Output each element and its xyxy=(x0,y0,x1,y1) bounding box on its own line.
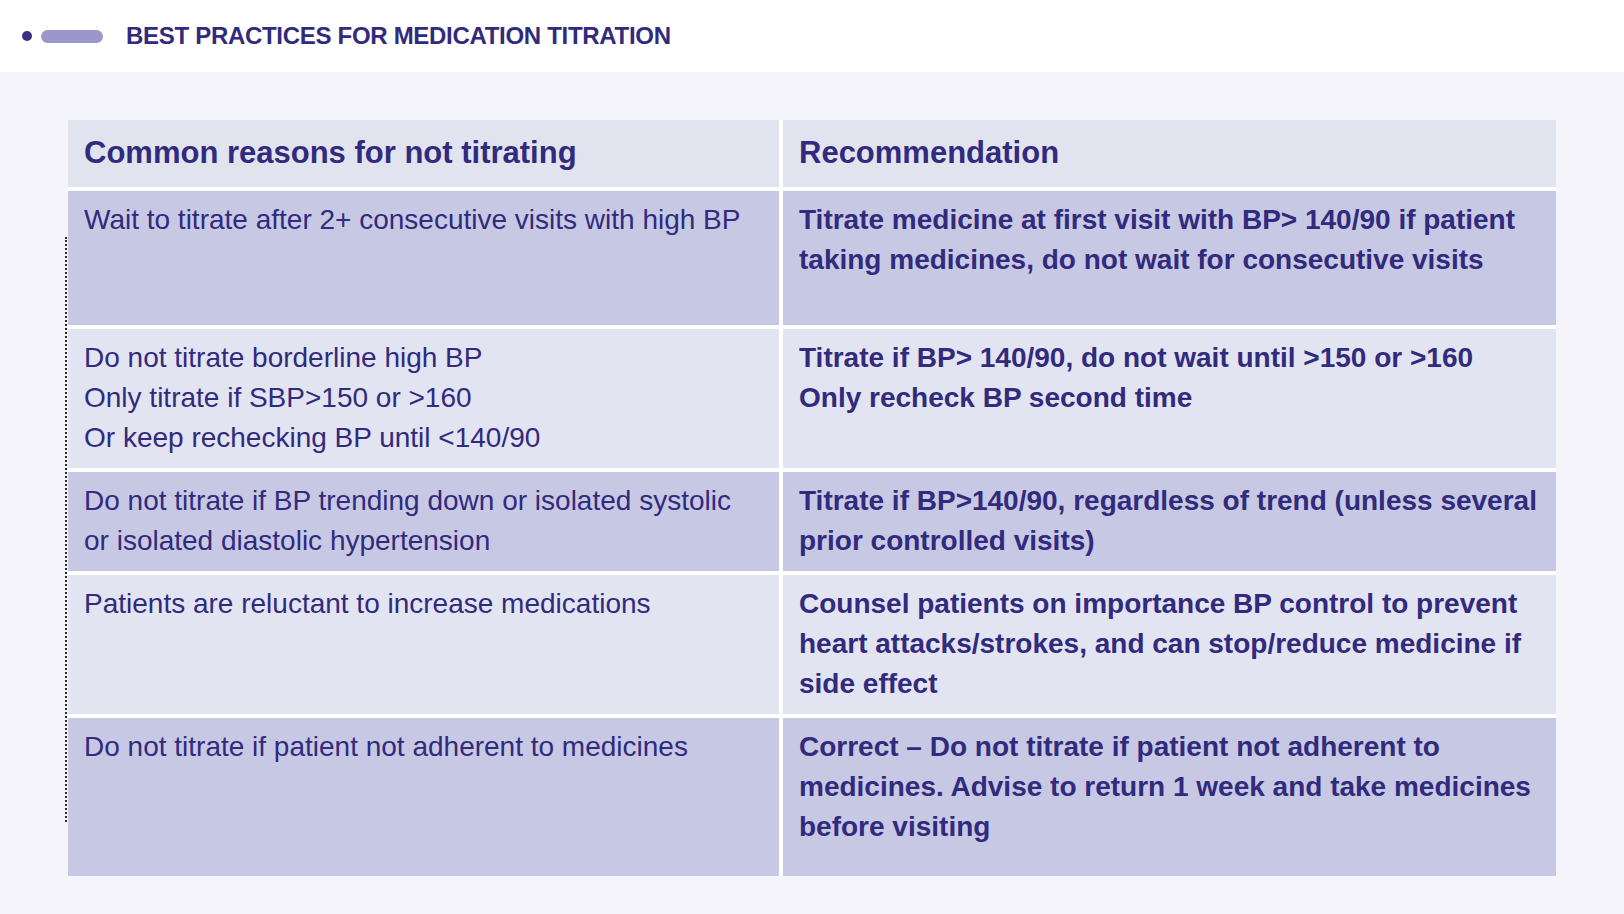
table-row-reason: Patients are reluctant to increase medic… xyxy=(68,575,779,714)
table-row-recommendation: Counsel patients on importance BP contro… xyxy=(783,575,1556,714)
slide-canvas: BEST PRACTICES FOR MEDICATION TITRATION … xyxy=(0,0,1624,914)
table-row-recommendation: Titrate if BP> 140/90, do not wait until… xyxy=(783,329,1556,468)
bullet-dot-icon xyxy=(22,31,32,41)
column-header-reasons: Common reasons for not titrating xyxy=(68,120,779,187)
dash-pill-icon xyxy=(41,30,103,43)
page-title: BEST PRACTICES FOR MEDICATION TITRATION xyxy=(126,22,671,50)
table-row-recommendation: Titrate medicine at first visit with BP>… xyxy=(783,191,1556,325)
table-row-reason: Do not titrate if BP trending down or is… xyxy=(68,472,779,571)
title-group: BEST PRACTICES FOR MEDICATION TITRATION xyxy=(22,0,671,72)
table-row-recommendation: Correct – Do not titrate if patient not … xyxy=(783,718,1556,876)
title-banner: BEST PRACTICES FOR MEDICATION TITRATION xyxy=(0,0,1624,72)
column-header-recommendation: Recommendation xyxy=(783,120,1556,187)
table-row-recommendation: Titrate if BP>140/90, regardless of tren… xyxy=(783,472,1556,571)
table-row-reason: Wait to titrate after 2+ consecutive vis… xyxy=(68,191,779,325)
table-row-reason: Do not titrate if patient not adherent t… xyxy=(68,718,779,876)
titration-table: Common reasons for not titrating Recomme… xyxy=(68,120,1556,876)
table-row-reason: Do not titrate borderline high BP Only t… xyxy=(68,329,779,468)
dotted-guide-line xyxy=(65,237,67,822)
